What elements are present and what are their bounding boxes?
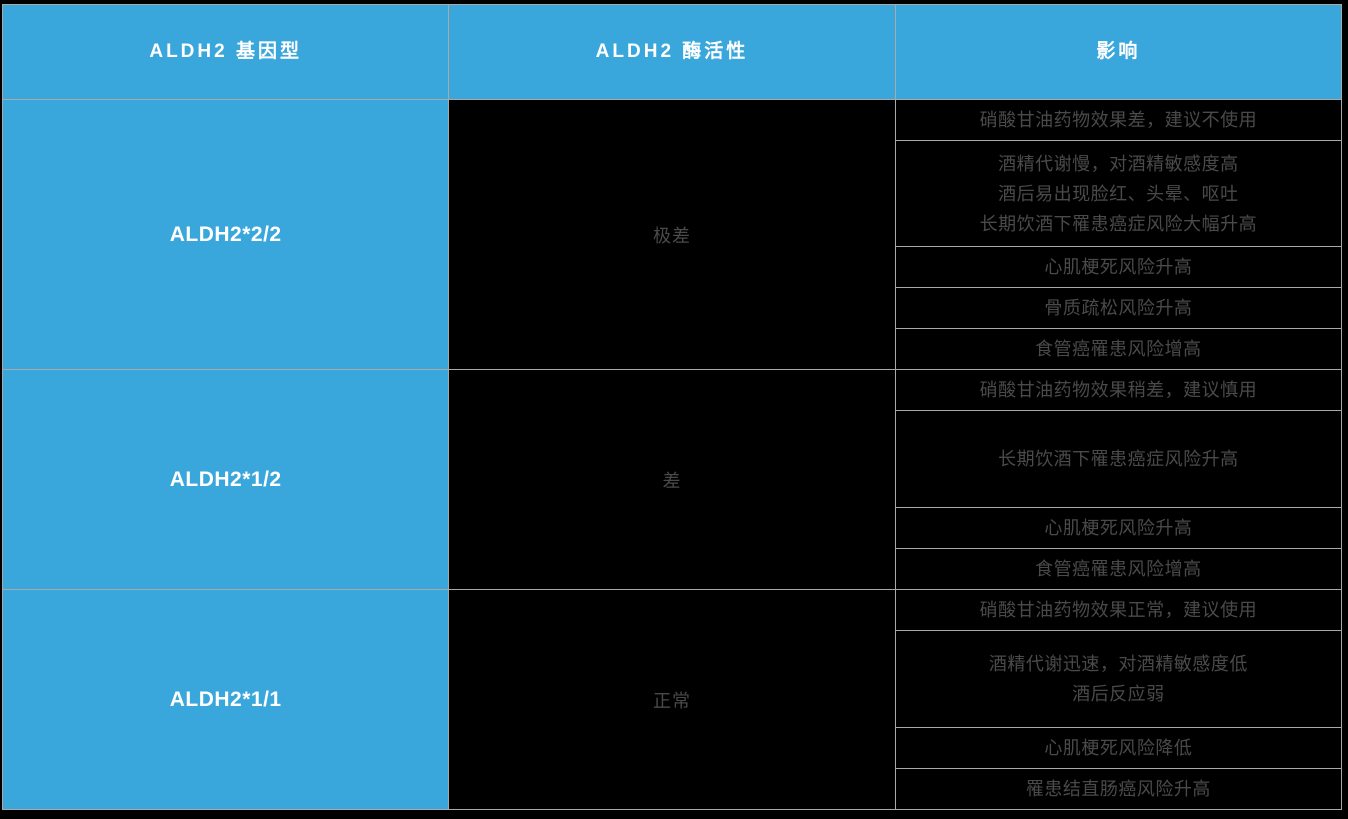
effect-cell: 心肌梗死风险升高 bbox=[894, 507, 1343, 549]
effect-text-group: 心肌梗死风险降低 bbox=[896, 733, 1341, 763]
effect-line: 长期饮酒下罹患癌症风险升高 bbox=[998, 449, 1239, 469]
effect-line: 酒后易出现脸红、头晕、呕吐 bbox=[998, 183, 1239, 204]
effect-line: 心肌梗死风险升高 bbox=[1044, 257, 1193, 277]
effect-line: 心肌梗死风险降低 bbox=[1044, 738, 1193, 758]
effect-text-group: 罹患结直肠癌风险升高 bbox=[896, 774, 1341, 804]
aldh2-genotype-table: ALDH2 基因型 ALDH2 酶活性 影响 ALDH2*2/2 极差 硝酸甘油… bbox=[1, 4, 1343, 810]
genotype-cell-2: ALDH2*1/2 bbox=[1, 369, 450, 590]
effect-cell: 罹患结直肠癌风险升高 bbox=[894, 768, 1343, 810]
table-row: 食管癌罹患风险增高 bbox=[3, 328, 1343, 370]
activity-cell-1: 极差 bbox=[448, 99, 896, 370]
effect-text-group: 硝酸甘油药物效果稍差，建议慎用 bbox=[896, 375, 1341, 405]
table-row: 骨质疏松风险升高 bbox=[3, 287, 1343, 329]
table-row: ALDH2*2/2 极差 硝酸甘油药物效果差，建议不使用 bbox=[1, 99, 1343, 370]
effect-text-group: 食管癌罹患风险增高 bbox=[896, 554, 1341, 584]
header-enzyme-activity-label: ALDH2 酶活性 bbox=[595, 40, 749, 62]
effect-cell: 心肌梗死风险降低 bbox=[894, 727, 1343, 769]
table-row: 心肌梗死风险降低 bbox=[3, 727, 1343, 769]
header-genotype-label: ALDH2 基因型 bbox=[149, 40, 302, 62]
table-row: 心肌梗死风险升高 bbox=[3, 246, 1343, 288]
effect-cell: 硝酸甘油药物效果稍差，建议慎用 bbox=[894, 369, 1343, 411]
effect-line: 硝酸甘油药物效果稍差，建议慎用 bbox=[979, 380, 1258, 400]
effect-cell: 骨质疏松风险升高 bbox=[894, 287, 1343, 329]
effect-line: 酒精代谢迅速，对酒精敏感度低 bbox=[988, 654, 1248, 674]
effect-line: 罹患结直肠癌风险升高 bbox=[1025, 779, 1211, 799]
effect-line: 心肌梗死风险升高 bbox=[1044, 518, 1193, 538]
effect-text-group: 骨质疏松风险升高 bbox=[896, 293, 1341, 323]
header-genotype: ALDH2 基因型 bbox=[1, 4, 450, 100]
table-row: ALDH2*1/1 正常 硝酸甘油药物效果正常，建议使用 bbox=[1, 589, 1343, 810]
header-enzyme-activity: ALDH2 酶活性 bbox=[448, 4, 896, 100]
effect-cell: 硝酸甘油药物效果正常，建议使用 bbox=[894, 589, 1343, 631]
effect-text-group: 硝酸甘油药物效果差，建议不使用 bbox=[896, 105, 1341, 135]
effect-text-group: 心肌梗死风险升高 bbox=[896, 252, 1341, 282]
effect-line: 食管癌罹患风险增高 bbox=[1035, 339, 1202, 359]
effect-line: 骨质疏松风险升高 bbox=[1044, 298, 1193, 318]
effect-cell: 酒精代谢慢，对酒精敏感度高 酒后易出现脸红、头晕、呕吐 长期饮酒下罹患癌症风险大… bbox=[894, 140, 1343, 247]
effect-line: 酒后反应弱 bbox=[1072, 684, 1165, 704]
table-row: 食管癌罹患风险增高 bbox=[3, 548, 1343, 590]
effect-line: 食管癌罹患风险增高 bbox=[1035, 559, 1202, 579]
effect-text-group: 食管癌罹患风险增高 bbox=[896, 334, 1341, 364]
effect-text-group: 硝酸甘油药物效果正常，建议使用 bbox=[896, 595, 1341, 625]
effect-line: 酒精代谢慢，对酒精敏感度高 bbox=[998, 153, 1239, 174]
header-effects-label: 影响 bbox=[1096, 40, 1141, 62]
activity-cell-3: 正常 bbox=[448, 589, 896, 810]
header-row: ALDH2 基因型 ALDH2 酶活性 影响 bbox=[1, 4, 1343, 100]
table-row: 罹患结直肠癌风险升高 bbox=[3, 768, 1343, 810]
effect-cell: 食管癌罹患风险增高 bbox=[894, 328, 1343, 370]
effect-cell: 酒精代谢迅速，对酒精敏感度低 酒后反应弱 bbox=[894, 630, 1343, 728]
effect-cell: 食管癌罹患风险增高 bbox=[894, 548, 1343, 590]
activity-cell-2: 差 bbox=[448, 369, 896, 590]
genotype-cell-3: ALDH2*1/1 bbox=[1, 589, 450, 810]
effect-cell: 心肌梗死风险升高 bbox=[894, 246, 1343, 288]
table-row: ALDH2*1/2 差 硝酸甘油药物效果稍差，建议慎用 bbox=[1, 369, 1343, 590]
aldh2-genotype-table-container: ALDH2 基因型 ALDH2 酶活性 影响 ALDH2*2/2 极差 硝酸甘油… bbox=[1, 4, 1343, 810]
table-header: ALDH2 基因型 ALDH2 酶活性 影响 bbox=[1, 4, 1343, 100]
effect-cell: 长期饮酒下罹患癌症风险升高 bbox=[894, 410, 1343, 508]
effect-line: 长期饮酒下罹患癌症风险大幅升高 bbox=[979, 213, 1258, 234]
table-row: 长期饮酒下罹患癌症风险升高 bbox=[3, 410, 1343, 508]
table-body: ALDH2*2/2 极差 硝酸甘油药物效果差，建议不使用 酒精代谢慢，对酒精敏感… bbox=[1, 99, 1343, 810]
effect-text-group: 酒精代谢迅速，对酒精敏感度低 酒后反应弱 bbox=[896, 649, 1341, 709]
table-row: 心肌梗死风险升高 bbox=[3, 507, 1343, 549]
header-effects: 影响 bbox=[894, 4, 1343, 100]
table-row: 酒精代谢慢，对酒精敏感度高 酒后易出现脸红、头晕、呕吐 长期饮酒下罹患癌症风险大… bbox=[3, 140, 1343, 247]
genotype-cell-1: ALDH2*2/2 bbox=[1, 99, 450, 370]
effect-line: 硝酸甘油药物效果差，建议不使用 bbox=[979, 110, 1258, 130]
effect-text-group: 长期饮酒下罹患癌症风险升高 bbox=[896, 444, 1341, 474]
effect-line: 硝酸甘油药物效果正常，建议使用 bbox=[979, 600, 1258, 620]
effect-cell: 硝酸甘油药物效果差，建议不使用 bbox=[894, 99, 1343, 141]
effect-text-group: 酒精代谢慢，对酒精敏感度高 酒后易出现脸红、头晕、呕吐 长期饮酒下罹患癌症风险大… bbox=[896, 149, 1341, 239]
effect-text-group: 心肌梗死风险升高 bbox=[896, 513, 1341, 543]
